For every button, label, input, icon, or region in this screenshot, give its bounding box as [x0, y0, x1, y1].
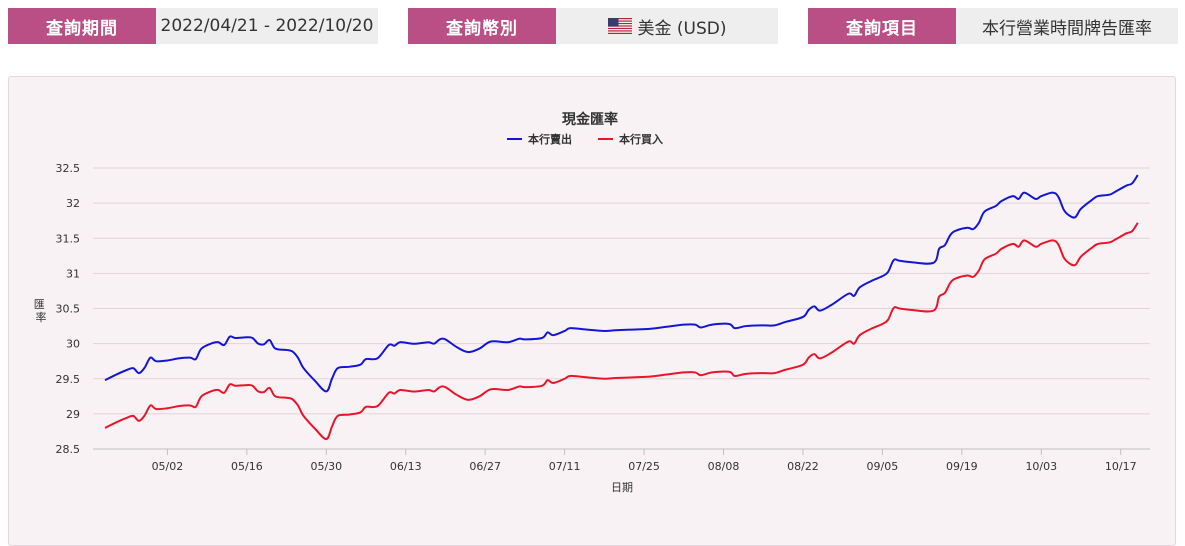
us-flag-icon: [607, 18, 632, 34]
chart-panel: [8, 76, 1176, 546]
period-label: 查詢期間: [8, 8, 156, 44]
currency-select[interactable]: 美金 (USD): [556, 8, 778, 44]
query-item: 查詢項目 本行營業時間牌告匯率: [808, 8, 1178, 44]
y-tick-label: 30: [66, 338, 80, 351]
legend-label-buy: 本行買入: [619, 132, 663, 146]
y-axis-label: 匯 率: [34, 298, 49, 324]
x-tick-label: 10/03: [1025, 460, 1057, 473]
x-tick-label: 07/25: [628, 460, 660, 473]
x-ticks: 05/02 05/16 05/30 06/13 06/27 07/11 07/25 08/08…: [152, 449, 1137, 473]
x-tick-label: 06/13: [390, 460, 422, 473]
x-tick-label: 10/17: [1105, 460, 1137, 473]
x-tick-label: 09/05: [867, 460, 899, 473]
y-tick-label: 32.5: [56, 162, 81, 175]
query-currency: 查詢幣別 美金 (USD): [408, 8, 778, 44]
y-tick-label: 31.5: [56, 232, 81, 245]
x-tick-label: 06/27: [469, 460, 501, 473]
legend-label-sell: 本行賣出: [528, 132, 572, 146]
y-tick-label: 28.5: [56, 443, 81, 456]
x-tick-label: 08/22: [787, 460, 819, 473]
y-tick-label: 29: [66, 408, 80, 421]
x-tick-label: 09/19: [946, 460, 978, 473]
item-label: 查詢項目: [808, 8, 956, 44]
query-period: 查詢期間 2022/04/21 - 2022/10/20: [8, 8, 378, 44]
x-axis-label: 日期: [611, 481, 633, 494]
legend-item-sell[interactable]: 本行賣出: [507, 132, 572, 146]
y-tick-labels: 28.5 29 29.5 30 30.5 31 31.5 32 32.5: [56, 162, 81, 456]
period-value[interactable]: 2022/04/21 - 2022/10/20: [156, 8, 378, 44]
currency-value: 美金 (USD): [637, 18, 727, 39]
x-tick-label: 07/11: [549, 460, 581, 473]
chart-title: 現金匯率: [562, 111, 618, 128]
x-tick-label: 05/30: [310, 460, 342, 473]
legend: 本行賣出 本行買入: [507, 132, 663, 146]
x-tick-label: 05/16: [231, 460, 263, 473]
series-line-buy[interactable]: [104, 222, 1139, 441]
y-tick-label: 31: [66, 267, 80, 280]
y-tick-label: 32: [66, 197, 80, 210]
series-line-sell[interactable]: [104, 174, 1139, 393]
x-tick-label: 08/08: [708, 460, 740, 473]
y-tick-label: 30.5: [56, 303, 81, 316]
currency-label: 查詢幣別: [408, 8, 556, 44]
item-value[interactable]: 本行營業時間牌告匯率: [956, 8, 1178, 44]
y-tick-label: 29.5: [56, 373, 81, 386]
x-tick-label: 05/02: [152, 460, 184, 473]
series-group: [104, 174, 1139, 441]
legend-item-buy[interactable]: 本行買入: [598, 132, 663, 146]
y-gridlines: [93, 167, 1150, 415]
